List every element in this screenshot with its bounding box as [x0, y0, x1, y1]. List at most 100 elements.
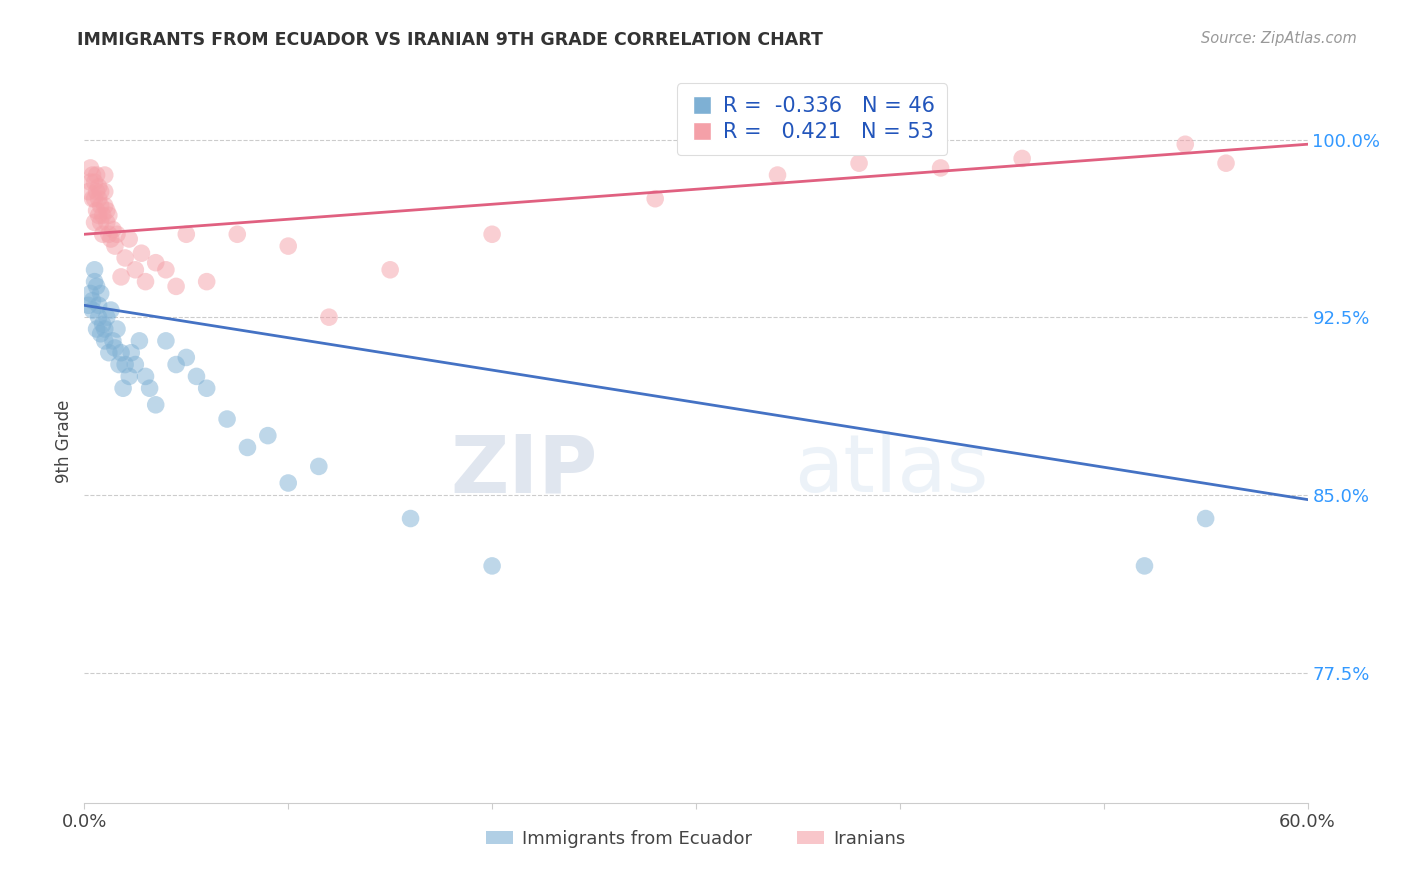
Point [87, 208, 110, 222]
Text: Source: ZipAtlas.com: Source: ZipAtlas.com [1201, 31, 1357, 46]
Point [124, 262, 146, 277]
Point [174, 351, 197, 365]
Point [86, 279, 108, 293]
Point [481, 227, 503, 242]
Point [86, 203, 108, 218]
Point [128, 334, 150, 348]
Point [100, 303, 122, 318]
Point [79, 161, 101, 175]
Point [112, 381, 135, 395]
Point [83, 175, 105, 189]
Point [97, 227, 120, 242]
Point [118, 232, 141, 246]
Point [82, 303, 104, 318]
Point [318, 310, 340, 325]
Point [82, 168, 104, 182]
Point [83, 192, 105, 206]
Point [186, 369, 208, 384]
Point [118, 369, 141, 384]
Point [90, 199, 112, 213]
Text: IMMIGRANTS FROM ECUADOR VS IRANIAN 9TH GRADE CORRELATION CHART: IMMIGRANTS FROM ECUADOR VS IRANIAN 9TH G… [77, 31, 823, 49]
Text: atlas: atlas [794, 432, 988, 509]
Point [87, 180, 110, 194]
Point [138, 381, 160, 395]
Point [114, 358, 136, 372]
Point [1133, 558, 1156, 573]
Point [277, 239, 299, 253]
Point [86, 322, 108, 336]
Point [82, 192, 104, 206]
Point [145, 255, 167, 269]
Point [77, 298, 100, 312]
Point [96, 203, 118, 218]
Point [1195, 511, 1218, 525]
Point [766, 168, 789, 182]
Point [104, 341, 127, 355]
Point [929, 161, 952, 175]
Point [1011, 152, 1033, 166]
Legend: Immigrants from Ecuador, Iranians: Immigrants from Ecuador, Iranians [479, 822, 912, 855]
Point [93, 334, 115, 348]
Point [105, 322, 128, 336]
Point [90, 326, 112, 341]
Point [217, 412, 239, 426]
Point [87, 298, 110, 312]
Point [93, 185, 115, 199]
Y-axis label: 9th Grade: 9th Grade [55, 400, 73, 483]
Point [100, 232, 122, 246]
Point [96, 215, 118, 229]
Text: ZIP: ZIP [451, 432, 598, 509]
Point [135, 369, 157, 384]
Point [257, 428, 280, 442]
Point [135, 275, 157, 289]
Point [1215, 156, 1237, 170]
Point [97, 208, 120, 222]
Point [114, 251, 136, 265]
Point [308, 459, 330, 474]
Point [236, 441, 259, 455]
Point [93, 322, 115, 336]
Point [124, 358, 146, 372]
Point [97, 345, 120, 359]
Point [90, 215, 112, 229]
Point [86, 168, 108, 182]
Point [86, 185, 108, 199]
Point [87, 192, 110, 206]
Point [399, 511, 422, 525]
Point [87, 310, 110, 325]
Point [79, 286, 101, 301]
Point [83, 262, 105, 277]
Point [105, 227, 128, 242]
Point [131, 246, 153, 260]
Point [380, 262, 402, 277]
Point [226, 227, 249, 242]
Point [277, 475, 299, 490]
Point [644, 192, 666, 206]
Point [155, 262, 177, 277]
Point [165, 358, 187, 372]
Point [93, 168, 115, 182]
Point [104, 239, 127, 253]
Point [82, 293, 104, 308]
Point [155, 334, 177, 348]
Point [165, 279, 187, 293]
Point [110, 269, 132, 284]
Point [481, 558, 503, 573]
Point [120, 345, 142, 359]
Point [195, 275, 218, 289]
Point [848, 156, 870, 170]
Point [108, 358, 131, 372]
Point [91, 208, 114, 222]
Point [93, 199, 115, 213]
Point [195, 381, 218, 395]
Point [77, 185, 100, 199]
Point [83, 215, 105, 229]
Point [90, 286, 112, 301]
Point [1174, 137, 1197, 152]
Point [145, 398, 167, 412]
Point [101, 222, 124, 236]
Point [90, 185, 112, 199]
Point [174, 227, 197, 242]
Point [96, 310, 118, 325]
Point [101, 334, 124, 348]
